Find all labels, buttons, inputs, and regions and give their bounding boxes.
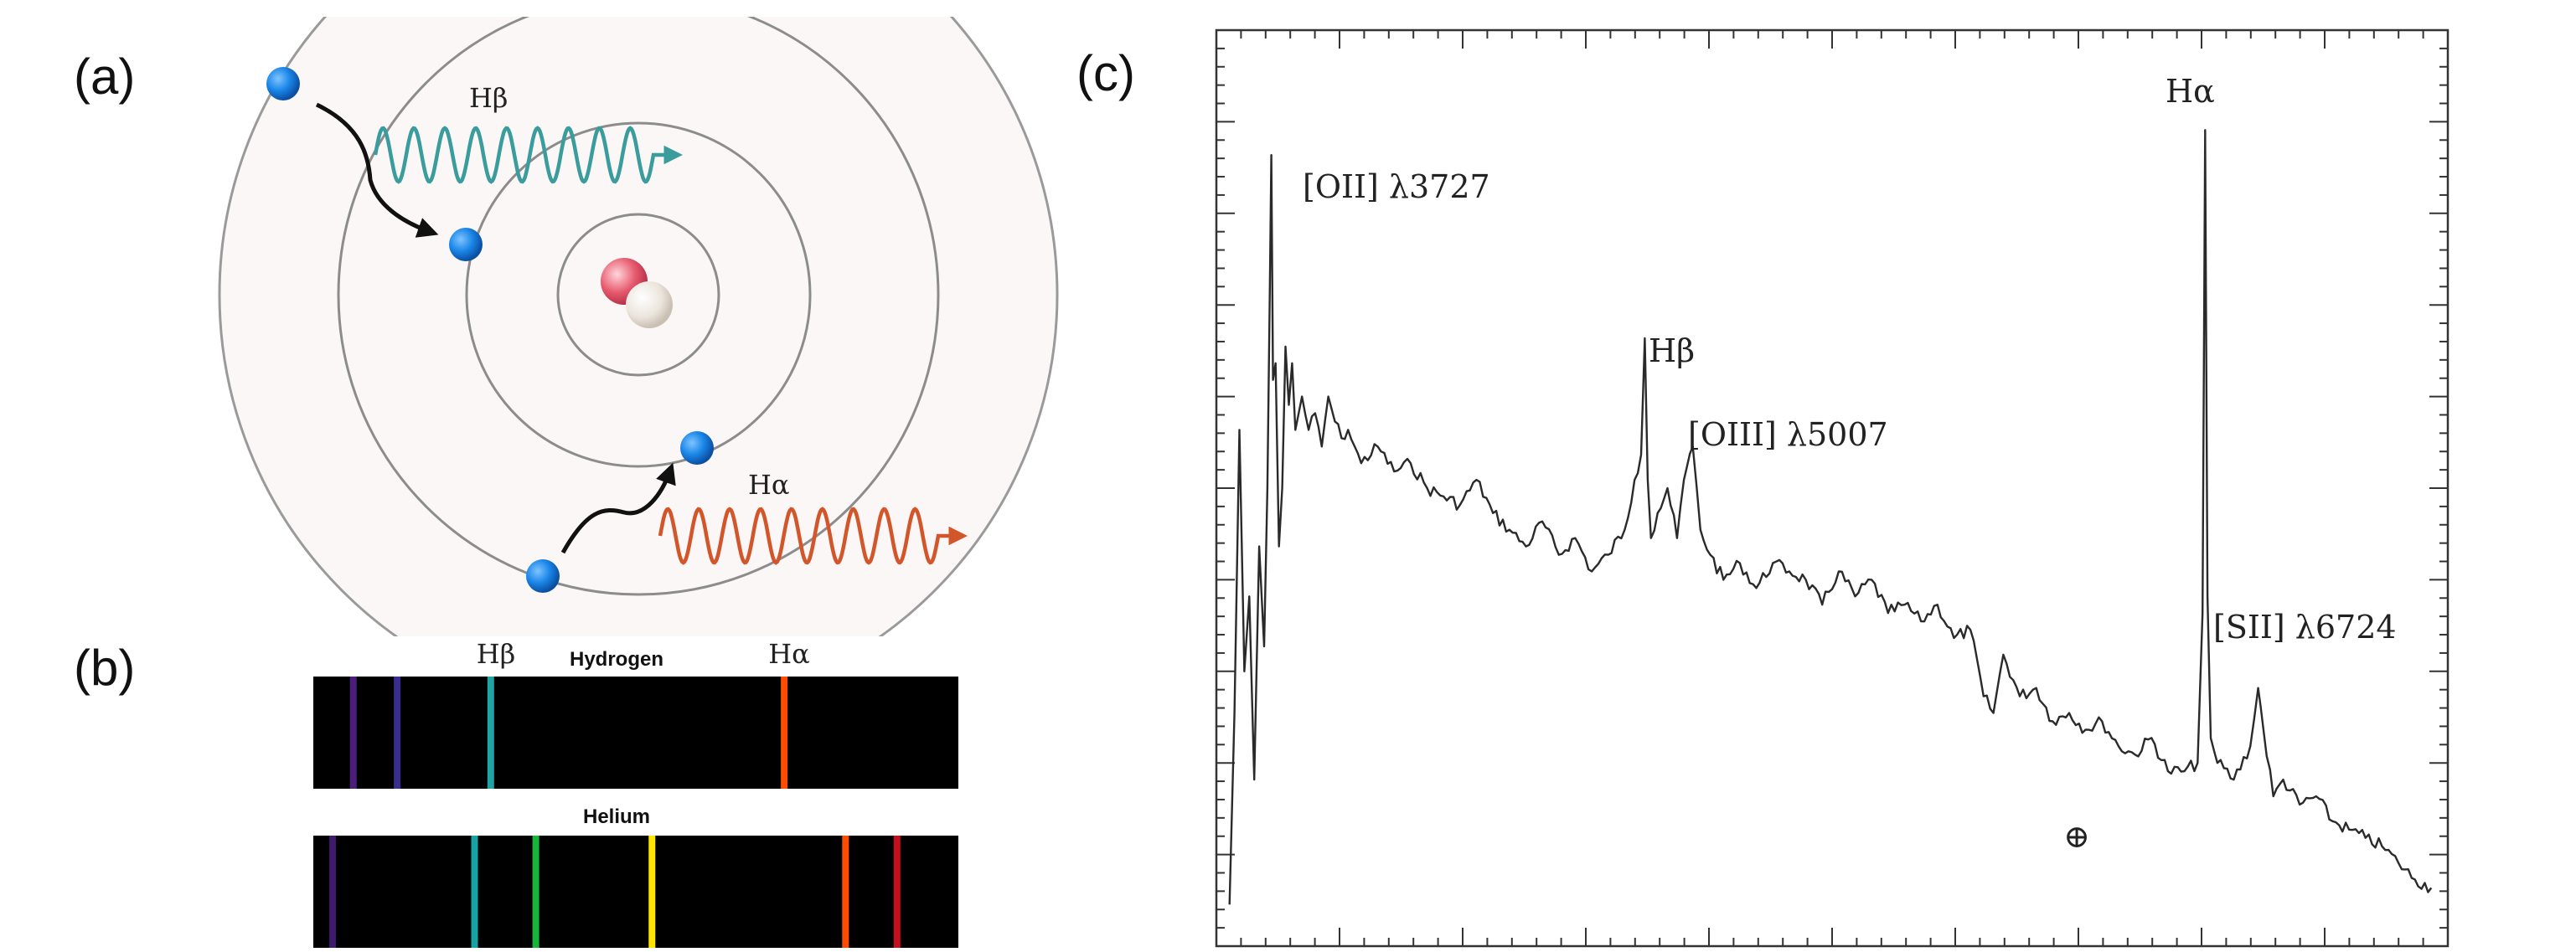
spectral-line <box>893 836 901 948</box>
photon-label-alpha: Hα <box>748 469 790 501</box>
photon-wave-beta <box>373 126 683 184</box>
panel-label-c: (c) <box>1076 45 1135 101</box>
spectral-line <box>487 677 494 789</box>
helium-spectrum: Helium <box>313 805 958 948</box>
orbit-4 <box>337 17 940 596</box>
earth-symbol: ⊕ <box>2063 818 2090 855</box>
annotation-halpha: Hα <box>2166 73 2215 110</box>
bohr-atom-diagram <box>218 17 1059 636</box>
hydrogen-spectrum-band <box>313 677 958 789</box>
helium-spectrum-band <box>313 836 958 948</box>
annotation-hbeta: Hβ <box>1649 332 1695 369</box>
spectral-line <box>349 677 357 789</box>
spectral-line <box>842 836 849 948</box>
neutron <box>626 281 673 328</box>
spectral-line <box>648 836 656 948</box>
spectral-line <box>394 677 401 789</box>
plot-ticks <box>1216 29 2449 947</box>
orbit-2 <box>556 213 720 377</box>
electron <box>449 228 483 261</box>
annotation-oii: [OII] λ3727 <box>1303 168 1490 205</box>
orbit-3 <box>465 121 812 468</box>
photon-label-beta: Hβ <box>469 82 508 114</box>
helium-lines <box>329 836 901 948</box>
spectrum-plot: [OII] λ3727 Hβ [OIII] λ5007 Hα [SII] λ67… <box>1215 28 2450 948</box>
electron <box>526 559 560 593</box>
spectral-line <box>329 836 337 948</box>
spectrum-line <box>1228 129 2433 905</box>
panel-label-a: (a) <box>74 49 135 105</box>
electrons <box>266 67 714 593</box>
hydrogen-label-beta: Hβ <box>477 638 515 670</box>
electron <box>680 431 714 465</box>
hydrogen-title: Hydrogen <box>570 648 663 671</box>
hydrogen-lines <box>349 677 788 789</box>
hydrogen-spectrum: Hydrogen Hβ Hα <box>313 638 958 789</box>
hydrogen-label-alpha: Hα <box>768 638 810 670</box>
spectral-line <box>471 836 478 948</box>
photon-wave-alpha <box>658 507 968 565</box>
annotation-sii: [SII] λ6724 <box>2213 609 2397 646</box>
annotation-oiii: [OIII] λ5007 <box>1688 416 1888 453</box>
spectral-line <box>781 677 788 789</box>
transition-arrow-alpha <box>560 462 676 554</box>
helium-title: Helium <box>583 805 650 828</box>
electron <box>266 67 300 100</box>
panel-label-b: (b) <box>74 640 135 696</box>
spectral-line <box>532 836 539 948</box>
transition-arrow-beta <box>315 102 439 238</box>
atom-background-disc <box>218 17 1059 636</box>
nucleus <box>601 258 673 328</box>
